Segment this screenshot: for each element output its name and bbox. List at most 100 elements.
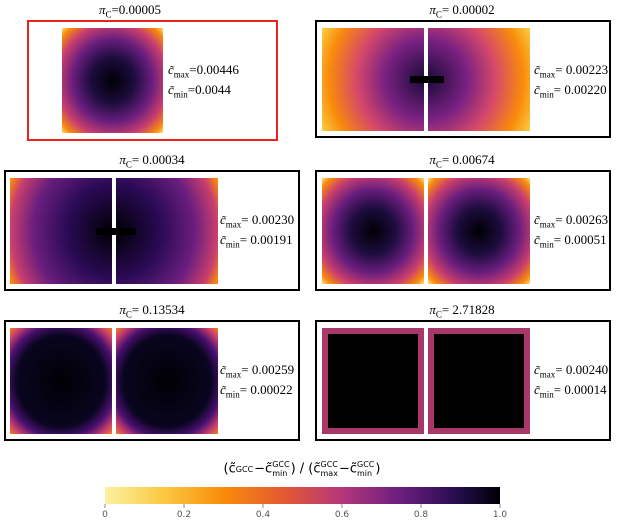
max-subscript: max (225, 219, 242, 230)
pi-subscript: C (435, 9, 442, 20)
pi-subscript: C (125, 309, 132, 320)
label-script: GCC (236, 465, 253, 474)
c-symbol: c̃ (534, 362, 540, 377)
min-value: =0.0044 (187, 82, 231, 97)
min-subscript: min (539, 389, 554, 400)
c-symbol: c̃ (534, 212, 540, 227)
label-text: ) / (c̃ (290, 461, 321, 477)
panel-title: πC= 0.00002 (429, 2, 494, 20)
panel (4, 320, 300, 441)
max-value: = 0.00263 (555, 212, 609, 227)
heatmap (322, 28, 424, 131)
pi-symbol: π (98, 2, 106, 17)
pi-value: = 2.71828 (441, 302, 495, 317)
heatmap (434, 334, 524, 428)
label-sup: GCC (235, 464, 254, 474)
heatmap (62, 28, 163, 133)
pi-symbol: π (429, 2, 436, 17)
min-subscript: min (173, 89, 188, 100)
tick-label: 0.8 (413, 510, 429, 520)
heatmap (428, 28, 530, 131)
label-script: GCC min (357, 460, 374, 478)
pi-subscript: C (435, 159, 442, 170)
label-sup: GCC (357, 460, 375, 469)
tick-label: 0.2 (176, 510, 192, 520)
panel (315, 320, 611, 441)
panel-title: πC= 0.00674 (429, 152, 494, 170)
max-value: = 0.00223 (555, 62, 609, 77)
tick-label: 0 (102, 510, 108, 520)
c-min: c̃min= 0.00191 (220, 232, 293, 250)
max-subscript: max (539, 369, 556, 380)
min-subscript: min (225, 389, 240, 400)
pi-value: =0.00005 (111, 2, 162, 17)
panel-title: πC= 0.00034 (119, 152, 184, 170)
c-max: c̃max= 0.00223 (534, 62, 608, 80)
heatmap-core (96, 228, 136, 235)
c-max: c̃max= 0.00263 (534, 212, 608, 230)
max-subscript: max (539, 219, 556, 230)
label-text: −c̃ (338, 461, 357, 477)
heatmap (322, 178, 424, 284)
c-max: c̃max= 0.00259 (220, 362, 294, 380)
c-max: c̃max= 0.00230 (220, 212, 294, 230)
min-value: = 0.00191 (239, 232, 293, 247)
c-symbol: c̃ (534, 82, 540, 97)
c-symbol: c̃ (220, 212, 226, 227)
tick-label: 1.0 (492, 510, 508, 520)
pi-symbol: π (119, 152, 126, 167)
label-script: GCC min (272, 460, 289, 478)
max-value: = 0.00259 (241, 362, 295, 377)
pi-value: = 0.00034 (131, 152, 185, 167)
min-subscript: min (539, 89, 554, 100)
c-min: c̃min= 0.00220 (534, 82, 607, 100)
c-symbol: c̃ (168, 82, 174, 97)
c-min: c̃min= 0.00051 (534, 232, 607, 250)
panel-title: πC= 2.71828 (429, 302, 494, 320)
heatmap (328, 334, 418, 428)
max-value: =0.00446 (189, 62, 239, 77)
pi-value: = 0.00674 (441, 152, 495, 167)
heatmap-core (410, 76, 444, 83)
min-value: = 0.00220 (553, 82, 607, 97)
label-text: −c̃ (254, 461, 273, 477)
c-symbol: c̃ (168, 62, 174, 77)
c-symbol: c̃ (534, 232, 540, 247)
c-symbol: c̃ (220, 382, 226, 397)
pi-symbol: π (429, 302, 436, 317)
max-subscript: max (225, 369, 242, 380)
c-symbol: c̃ (534, 382, 540, 397)
label-text: ) (375, 461, 381, 477)
panel (27, 20, 278, 141)
panel-title: πC= 0.13534 (119, 302, 184, 320)
pi-subscript: C (125, 159, 132, 170)
heatmap (10, 178, 112, 284)
label-sup: GCC (272, 460, 290, 469)
max-subscript: max (539, 69, 556, 80)
max-value: = 0.00240 (555, 362, 609, 377)
panel (4, 170, 300, 291)
c-symbol: c̃ (220, 362, 226, 377)
min-value: = 0.00022 (239, 382, 293, 397)
pi-value: = 0.00002 (441, 2, 495, 17)
panel (315, 170, 611, 291)
min-subscript: min (225, 239, 240, 250)
colorbar-label: (c̃ GCC −c̃ GCC min) / (c̃ GCC max −c̃ GCC min) (224, 460, 381, 478)
panel-title: πC=0.00005 (99, 2, 161, 20)
c-max: c̃max=0.00446 (168, 62, 239, 80)
panel (315, 20, 611, 138)
tick-label: 0.6 (334, 510, 350, 520)
pi-value: = 0.13534 (131, 302, 185, 317)
c-symbol: c̃ (534, 62, 540, 77)
pi-subscript: C (435, 309, 442, 320)
c-max: c̃max= 0.00240 (534, 362, 608, 380)
colorbar (105, 487, 500, 504)
min-value: = 0.00014 (553, 382, 607, 397)
c-min: c̃min= 0.00014 (534, 382, 607, 400)
pi-symbol: π (429, 152, 436, 167)
pi-symbol: π (119, 302, 126, 317)
heatmap (116, 328, 218, 434)
c-min: c̃min=0.0044 (168, 82, 231, 100)
